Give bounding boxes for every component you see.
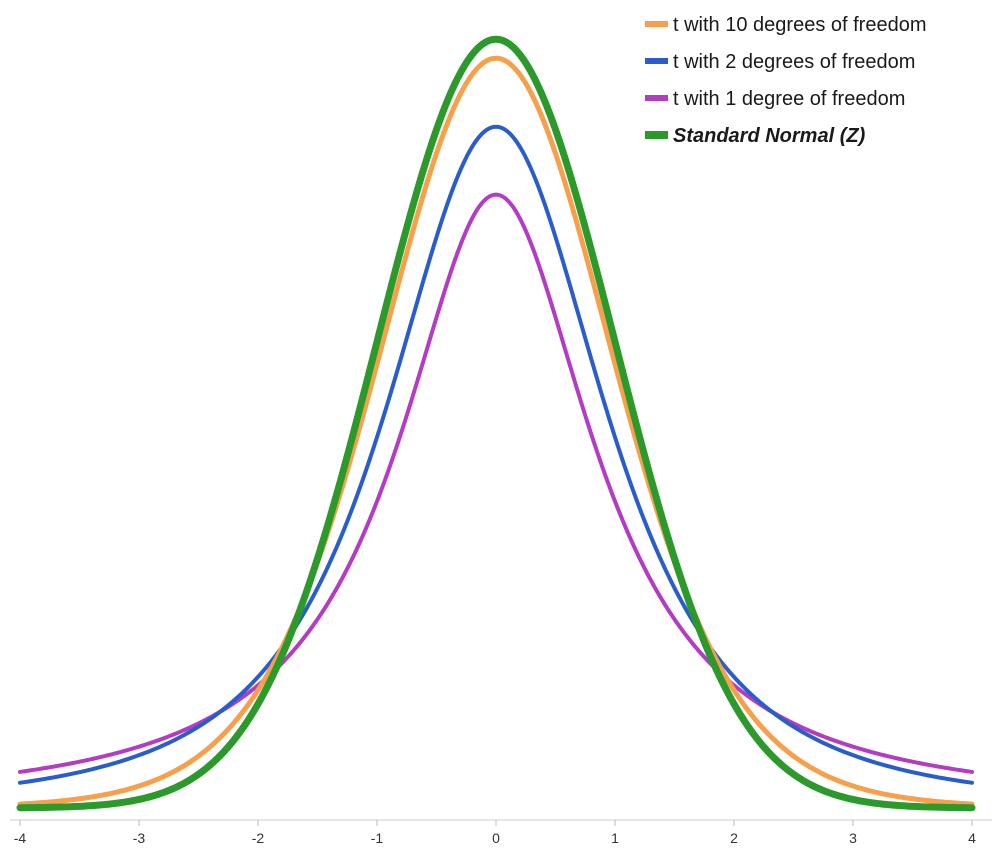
x-tick-label: -1 [371, 830, 384, 846]
x-tick-label: 1 [611, 830, 619, 846]
x-tick-label: 3 [849, 830, 857, 846]
x-tick-label: 4 [968, 830, 976, 846]
legend-label-standard-normal-z: Standard Normal (Z) [673, 125, 866, 147]
series-line-t-with-10-degrees-of-freedom [17, 55, 975, 807]
x-tick-label: -4 [14, 830, 27, 846]
legend-label-t-with-2-degrees-of-freedom: t with 2 degrees of freedom [673, 51, 915, 73]
x-tick-label: -2 [252, 830, 265, 846]
legend-label-t-with-1-degree-of-freedom: t with 1 degree of freedom [673, 88, 905, 110]
x-tick-label: 0 [492, 830, 500, 846]
legend: t with 10 degrees of freedom t with 2 deg… [645, 14, 926, 147]
series-line-t-with-1-degree-of-freedom [18, 192, 974, 774]
x-tick-label: -3 [133, 830, 146, 846]
series-line-t-with-2-degrees-of-freedom [18, 124, 974, 785]
series-line-standard-normal-z [16, 35, 976, 812]
x-axis-ticks: -4 -3 -2 -1 0 1 2 3 4 [14, 820, 976, 846]
legend-label-t-with-10-degrees-of-freedom: t with 10 degrees of freedom [673, 14, 926, 36]
curves-layer [16, 35, 976, 812]
x-tick-label: 2 [730, 830, 738, 846]
